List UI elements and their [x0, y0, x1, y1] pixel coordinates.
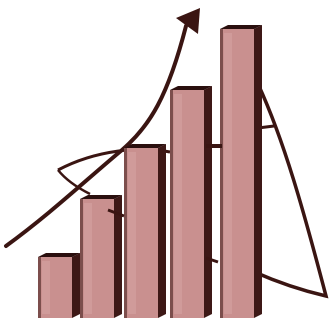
bar-3-highlight [128, 152, 136, 314]
right-sweep-arc [248, 82, 329, 299]
tick-mark-2 [205, 256, 219, 264]
bar-1-top [38, 253, 80, 257]
bar-5-side [254, 25, 262, 318]
bars-group [38, 25, 262, 318]
bar-5-edge [220, 29, 223, 318]
arrow-head-icon [176, 8, 200, 34]
bar-2-side [114, 195, 122, 318]
tick-mark-3 [107, 208, 125, 218]
bar-3-top [124, 144, 166, 148]
bar-1-highlight [42, 261, 50, 314]
bar-5-highlight [224, 33, 232, 314]
bar-1-side [72, 253, 80, 318]
bar-4-edge [170, 90, 173, 318]
bar-3-edge [124, 148, 127, 318]
bar-4 [170, 86, 212, 318]
left-swoosh-tail [57, 169, 91, 196]
bar-4-highlight [174, 94, 182, 314]
bar-2-top [80, 195, 122, 199]
bar-3-side [158, 144, 166, 318]
bar-2 [80, 195, 122, 318]
bar-5 [220, 25, 262, 318]
bar-2-edge [80, 199, 83, 318]
bar-1 [38, 253, 80, 318]
bar-4-side [204, 86, 212, 318]
bar-4-top [170, 86, 212, 90]
bar-3 [124, 144, 166, 318]
bar-1-edge [38, 257, 41, 318]
bar-2-highlight [84, 203, 92, 314]
bar-5-top [220, 25, 262, 29]
